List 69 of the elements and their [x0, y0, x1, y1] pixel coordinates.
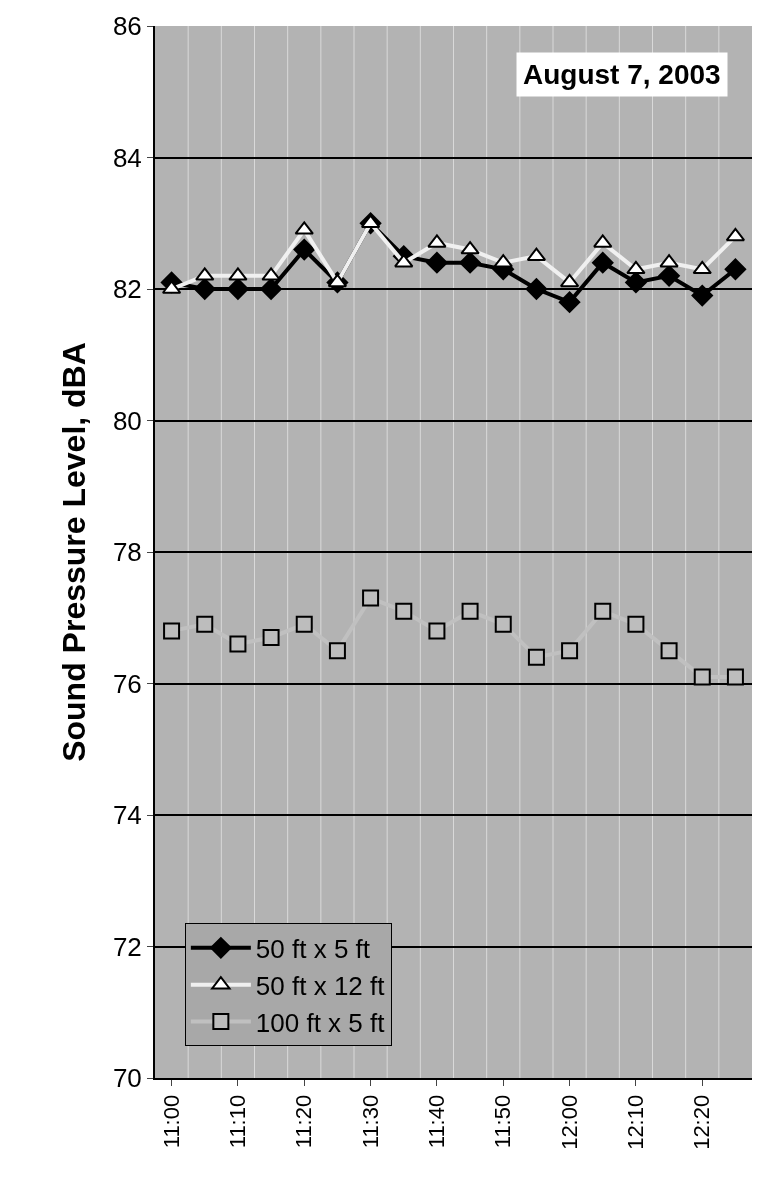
point [460, 241, 480, 255]
point [362, 589, 380, 607]
y-tick-label: 70 [112, 1063, 142, 1094]
point [428, 622, 446, 640]
point [294, 221, 314, 235]
x-tick-label: 12:10 [623, 1094, 649, 1150]
x-tick-label: 11:30 [357, 1094, 383, 1149]
point [659, 254, 679, 268]
annotation: August 7, 2003 [523, 59, 721, 90]
legend-label: 100 ft x 5 ft [255, 1007, 386, 1038]
point [494, 615, 512, 633]
point [395, 602, 413, 620]
x-tick-label: 11:20 [291, 1094, 317, 1149]
x-tick-label: 11:10 [225, 1094, 251, 1149]
point [527, 648, 545, 666]
x-tick-label: 12:20 [689, 1094, 715, 1150]
x-tick-label: 11:40 [424, 1094, 450, 1149]
point [459, 251, 481, 274]
y-tick-label: 82 [112, 274, 142, 305]
y-tick-label: 84 [112, 142, 142, 173]
legend-label: 50 ft x 5 ft [255, 933, 371, 964]
y-tick-label: 74 [112, 800, 142, 831]
x-tick-label: 11:00 [158, 1094, 184, 1149]
point [724, 258, 747, 281]
point [461, 602, 479, 620]
point [660, 642, 678, 660]
point [293, 238, 315, 261]
point [261, 267, 281, 281]
point [561, 642, 579, 660]
point [194, 278, 216, 300]
point [196, 615, 214, 633]
x-tick-label: 12:00 [556, 1094, 582, 1150]
y-tick-label: 86 [112, 11, 142, 42]
point [626, 260, 646, 275]
point [658, 265, 680, 287]
point [725, 227, 746, 242]
point [195, 267, 215, 281]
point [726, 668, 744, 686]
point [229, 635, 247, 653]
point [260, 278, 282, 300]
y-tick-label: 72 [112, 931, 142, 962]
point [525, 278, 548, 300]
point [592, 251, 614, 274]
point [262, 628, 280, 646]
point [493, 254, 513, 268]
point [328, 642, 346, 660]
point [228, 267, 248, 281]
point [559, 273, 580, 288]
y-tick-label: 78 [112, 537, 142, 568]
point [327, 273, 348, 288]
point [295, 615, 313, 633]
point [594, 602, 612, 620]
point [692, 260, 712, 275]
point [163, 622, 181, 640]
point [625, 271, 647, 294]
point [593, 234, 613, 248]
legend-label: 50 ft x 12 ft [255, 970, 386, 1001]
y-tick-label: 80 [112, 405, 142, 436]
x-tick-label: 11:50 [490, 1094, 516, 1149]
y-axis-title: Sound Pressure Level, dBA [55, 342, 92, 762]
point [693, 668, 711, 686]
point [627, 615, 645, 633]
point [427, 234, 447, 248]
point [394, 254, 414, 268]
point [227, 278, 249, 300]
point [558, 291, 581, 313]
y-tick-label: 76 [112, 668, 142, 699]
point [691, 284, 713, 307]
point [426, 251, 448, 274]
